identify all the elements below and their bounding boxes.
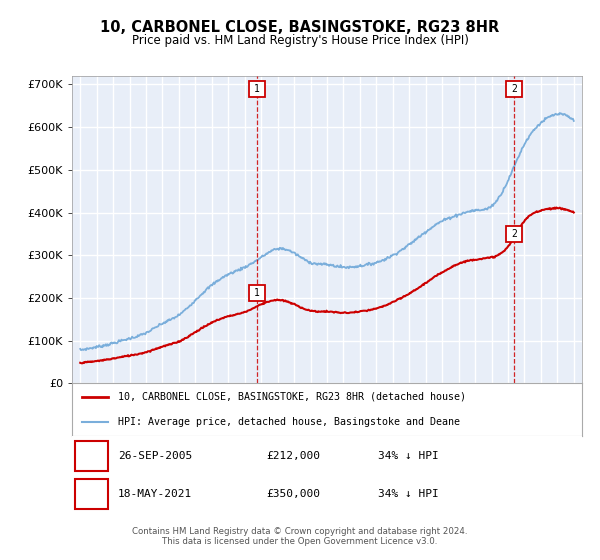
Text: 34% ↓ HPI: 34% ↓ HPI	[378, 451, 439, 461]
Text: 2: 2	[88, 488, 95, 501]
Text: 10, CARBONEL CLOSE, BASINGSTOKE, RG23 8HR: 10, CARBONEL CLOSE, BASINGSTOKE, RG23 8H…	[100, 20, 500, 35]
Text: £350,000: £350,000	[266, 489, 320, 499]
Text: Price paid vs. HM Land Registry's House Price Index (HPI): Price paid vs. HM Land Registry's House …	[131, 34, 469, 46]
Text: HPI: Average price, detached house, Basingstoke and Deane: HPI: Average price, detached house, Basi…	[118, 417, 460, 427]
Text: 10, CARBONEL CLOSE, BASINGSTOKE, RG23 8HR (detached house): 10, CARBONEL CLOSE, BASINGSTOKE, RG23 8H…	[118, 391, 466, 402]
FancyBboxPatch shape	[74, 441, 108, 471]
Text: £212,000: £212,000	[266, 451, 320, 461]
Text: 2: 2	[511, 83, 517, 94]
Text: 34% ↓ HPI: 34% ↓ HPI	[378, 489, 439, 499]
Text: 1: 1	[88, 449, 95, 462]
Text: 1: 1	[254, 288, 260, 298]
FancyBboxPatch shape	[74, 479, 108, 509]
Text: 18-MAY-2021: 18-MAY-2021	[118, 489, 192, 499]
Text: 1: 1	[254, 83, 260, 94]
Text: 2: 2	[511, 229, 517, 239]
Text: Contains HM Land Registry data © Crown copyright and database right 2024.
This d: Contains HM Land Registry data © Crown c…	[132, 526, 468, 546]
Text: 26-SEP-2005: 26-SEP-2005	[118, 451, 192, 461]
